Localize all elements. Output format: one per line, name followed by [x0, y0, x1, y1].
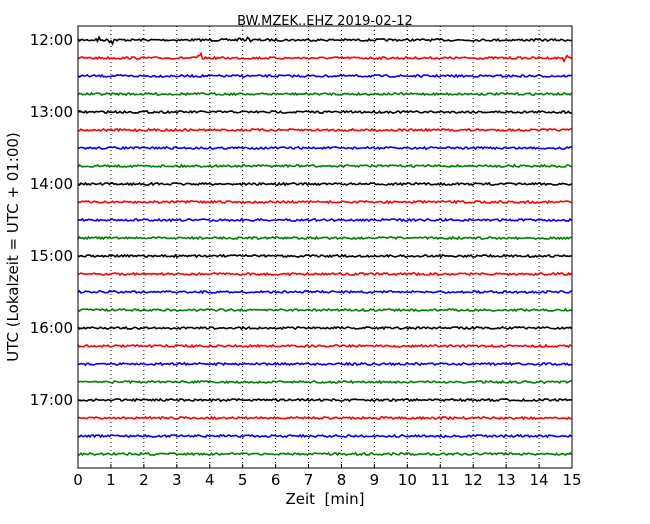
trace-1600 [77, 325, 573, 331]
trace-1730 [77, 433, 572, 439]
x-tick-label: 13 [497, 471, 516, 489]
trace-1745 [77, 451, 573, 457]
trace-1245 [77, 91, 573, 97]
trace-1515 [77, 271, 573, 277]
x-tick-label: 3 [172, 471, 182, 489]
x-tick-label: 14 [530, 471, 549, 489]
trace-1215 [77, 51, 573, 64]
trace-1230 [77, 73, 572, 79]
x-tick-label: 9 [370, 471, 380, 489]
x-tick-label: 7 [304, 471, 314, 489]
trace-1645 [77, 379, 572, 385]
trace-1615 [77, 343, 572, 349]
x-tick-label: 1 [106, 471, 116, 489]
chart-title: BW.MZEK..EHZ 2019-02-12 [237, 14, 413, 29]
trace-1330 [77, 145, 572, 151]
trace-1500 [77, 253, 572, 259]
trace-1300 [77, 109, 572, 115]
trace-1545 [77, 307, 572, 313]
y-tick-label: 17:00 [30, 391, 73, 409]
x-tick-label: 15 [562, 471, 581, 489]
trace-1315 [77, 127, 572, 133]
trace-1630 [77, 361, 572, 367]
x-tick-label: 6 [271, 471, 281, 489]
x-tick-label: 12 [464, 471, 483, 489]
x-tick-label: 2 [139, 471, 149, 489]
trace-1345 [77, 163, 572, 169]
trace-1445 [77, 235, 572, 241]
x-tick-label: 4 [205, 471, 215, 489]
trace-1400 [77, 181, 572, 187]
trace-1415 [77, 199, 572, 205]
trace-1530 [77, 289, 572, 295]
y-tick-label: 16:00 [30, 319, 73, 337]
y-tick-label: 15:00 [30, 247, 73, 265]
trace-1700 [77, 397, 572, 403]
x-axis-label: Zeit [min] [285, 490, 364, 508]
trace-1200 [77, 35, 572, 46]
x-tick-label: 0 [73, 471, 83, 489]
x-tick-label: 10 [398, 471, 417, 489]
y-tick-label: 13:00 [30, 103, 73, 121]
trace-1430 [77, 217, 573, 223]
plot-frame [77, 25, 573, 469]
x-tick-label: 11 [431, 471, 450, 489]
x-tick-label: 8 [337, 471, 347, 489]
y-tick-label: 12:00 [30, 31, 73, 49]
trace-1715 [77, 415, 572, 421]
x-tick-label: 5 [238, 471, 248, 489]
y-tick-label: 14:00 [30, 175, 73, 193]
y-axis-label: UTC (Lokalzeit = UTC + 01:00) [4, 132, 22, 362]
